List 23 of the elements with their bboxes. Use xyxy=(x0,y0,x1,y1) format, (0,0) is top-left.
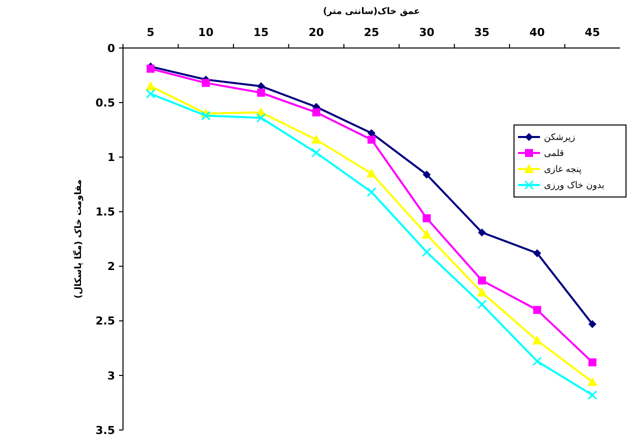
y-tick-label: 3.5 xyxy=(96,424,115,437)
x-axis-title: عمق خاک(سانتی متر) xyxy=(322,7,420,17)
x-tick-label: 40 xyxy=(530,26,546,39)
y-tick-label: 2.5 xyxy=(96,314,115,328)
x-tick-label: 10 xyxy=(198,26,214,39)
y-tick-label: 1 xyxy=(107,150,115,164)
x-tick-label: 30 xyxy=(419,26,435,39)
y-tick-label: 3 xyxy=(107,369,115,382)
legend-label: پنجه غازی xyxy=(544,165,582,176)
y-tick-label: 1.5 xyxy=(96,206,115,219)
y-tick-label: 0.5 xyxy=(96,96,115,110)
y-axis-title: مقاومت خاک (مگا پاسکال) xyxy=(72,179,84,299)
x-tick-label: 15 xyxy=(253,26,269,39)
y-tick-label: 0 xyxy=(107,42,116,55)
legend-label: قلمی xyxy=(544,149,564,160)
legend-label: زیرشکن xyxy=(544,133,576,144)
legend-label: بدون خاک ورزی xyxy=(544,181,604,192)
x-tick-label: 45 xyxy=(584,26,600,39)
x-tick-label: 25 xyxy=(364,26,380,39)
y-tick-label: 2 xyxy=(107,260,115,274)
x-tick-label: 5 xyxy=(146,26,154,39)
x-tick-label: 35 xyxy=(474,26,490,39)
x-tick-label: 20 xyxy=(308,26,324,39)
